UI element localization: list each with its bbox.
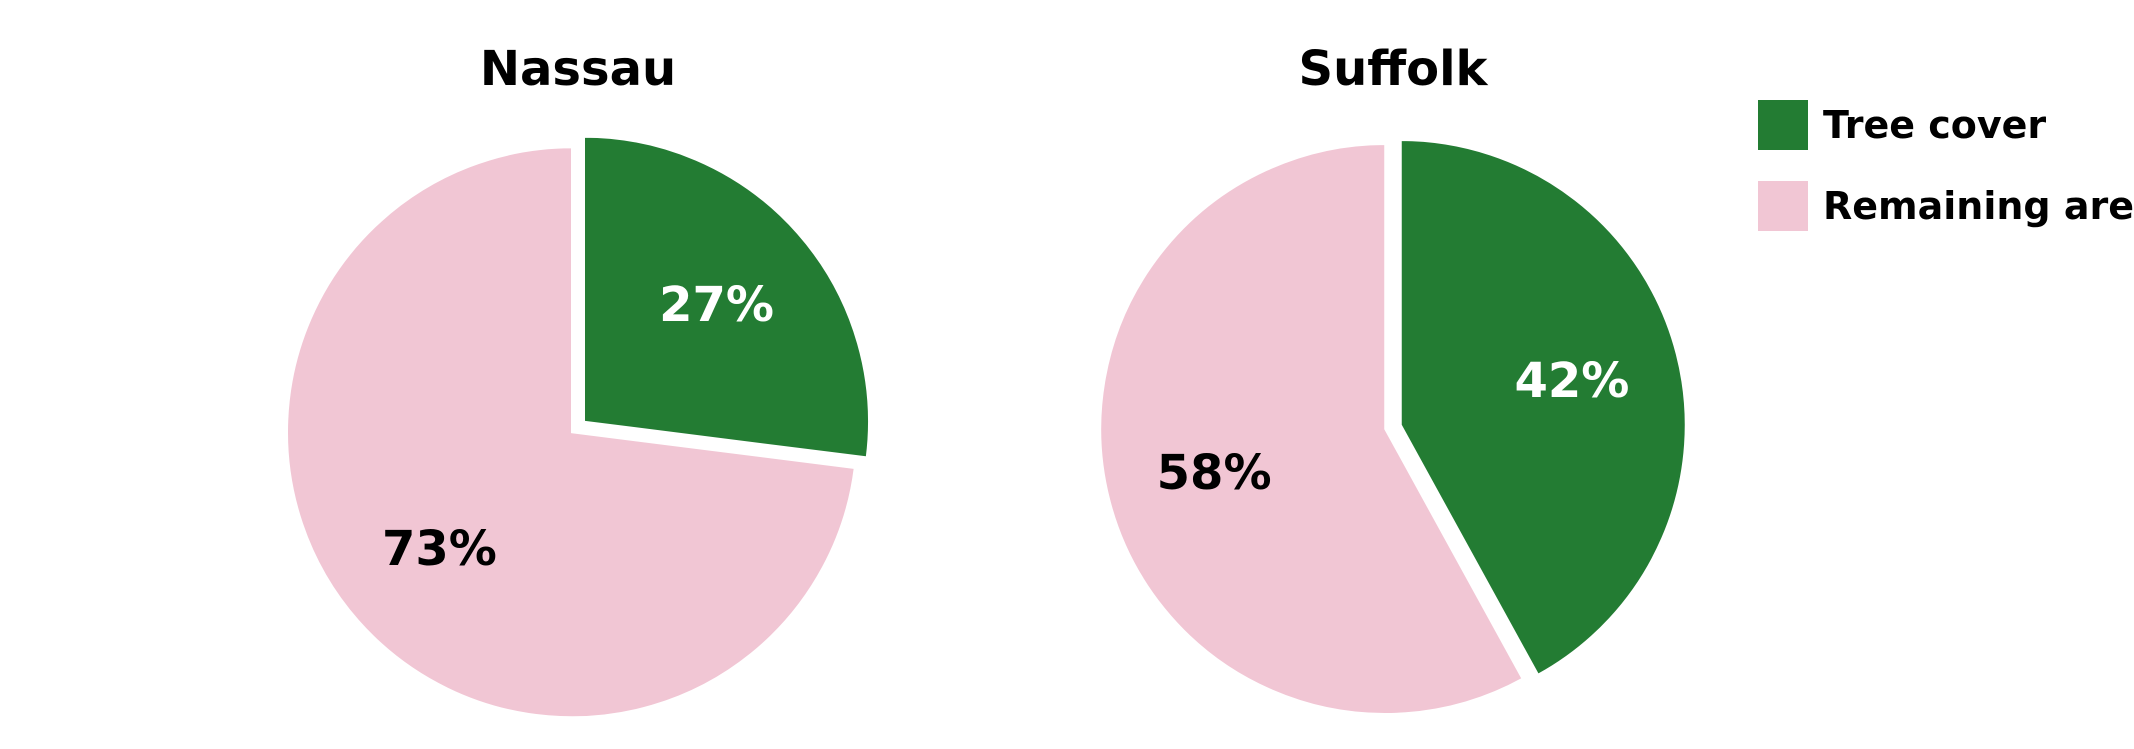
pie-suffolk-label-remaining-area: 58% [1157,445,1272,501]
legend-label-tree-cover: Tree cover [1823,103,2046,147]
pie-suffolk-slice-remaining-area [1099,142,1524,715]
legend-label-remaining-area: Remaining area [1823,184,2134,228]
pie-suffolk-slice-tree-cover [1399,139,1687,677]
pie-nassau-labels: 27% 73% [382,277,774,577]
legend-swatch-remaining-area [1758,181,1808,231]
pie-nassau-slice-tree-cover [583,135,870,459]
pie-nassau-label-remaining-area: 73% [382,521,497,577]
pie-suffolk-label-tree-cover: 42% [1514,353,1629,409]
legend-swatch-tree-cover [1758,100,1808,150]
pie-suffolk-slices [1099,139,1687,715]
pie-suffolk-labels: 42% 58% [1157,353,1630,501]
pie-nassau-label-tree-cover: 27% [659,277,774,333]
pie-title-nassau: Nassau [480,41,676,97]
pie-nassau-slice-remaining-area [286,146,856,719]
pie-title-suffolk: Suffolk [1299,41,1489,97]
pie-nassau-slices [286,135,870,719]
pie-nassau: Nassau 27% 73% [286,41,870,719]
legend: Tree cover Remaining area [1758,100,2134,231]
pie-suffolk: Suffolk 42% 58% [1099,41,1687,715]
